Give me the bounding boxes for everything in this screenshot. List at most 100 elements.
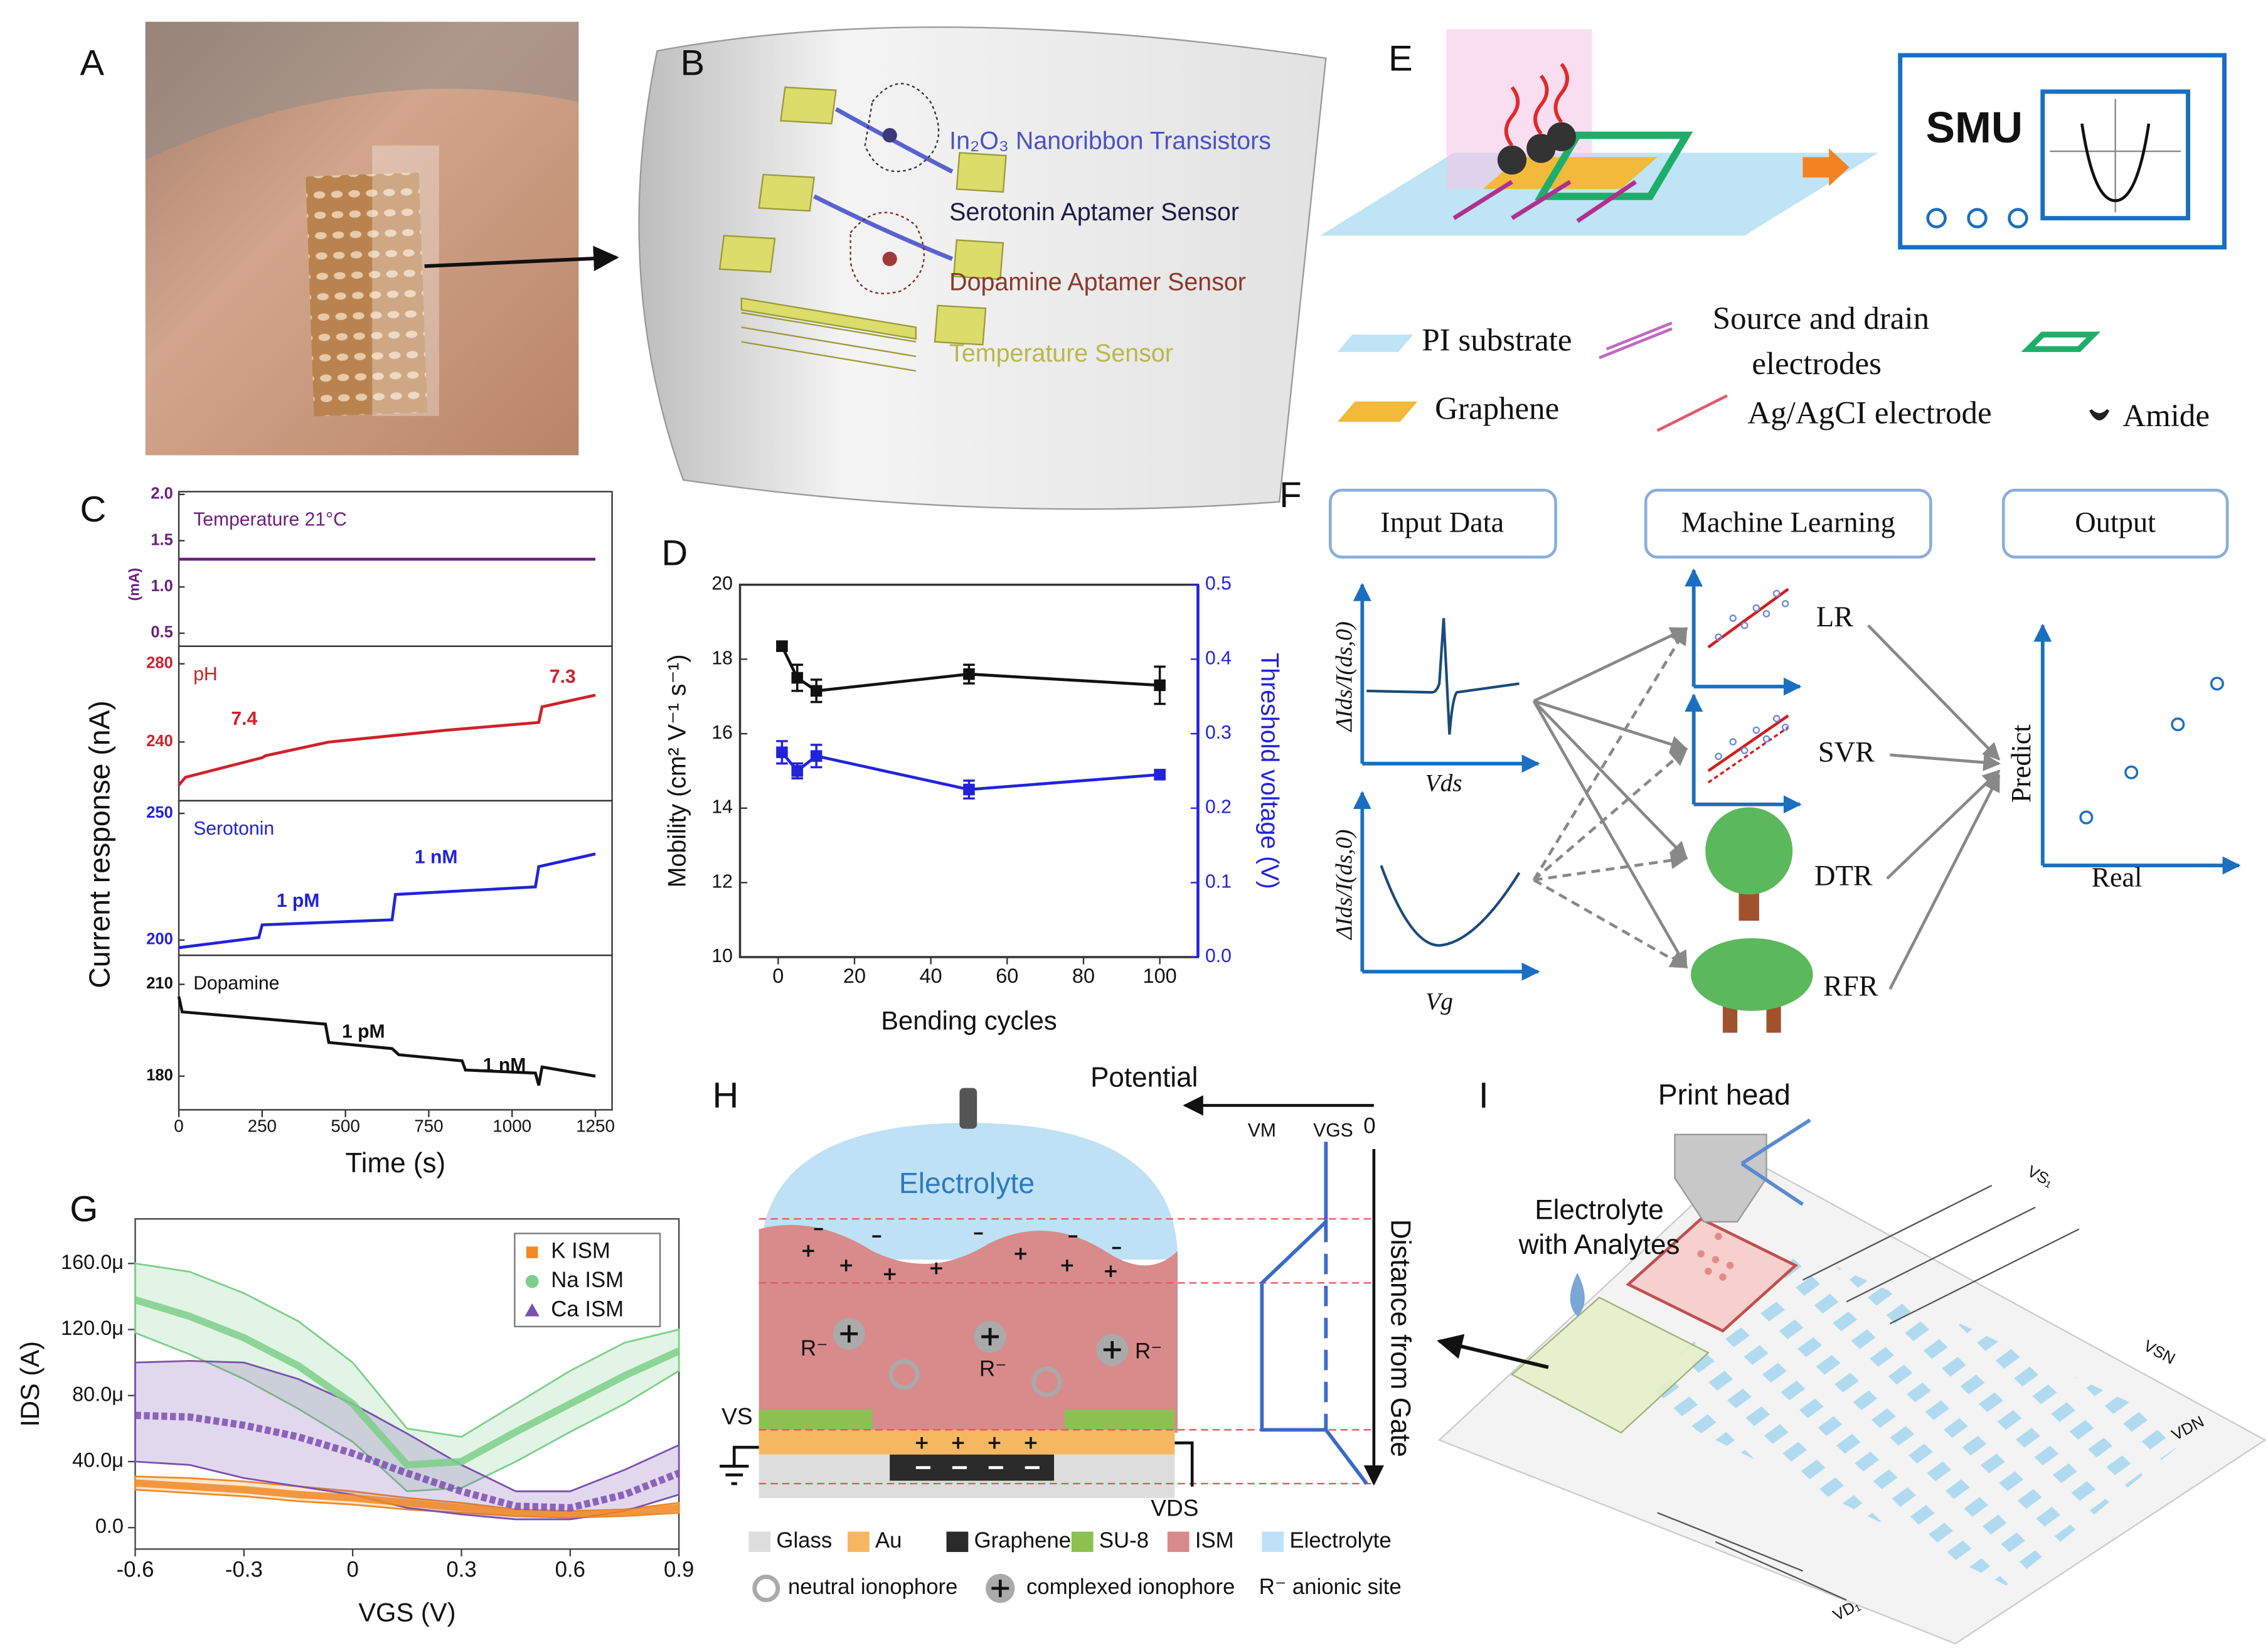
legend-text: R⁻ anionic site <box>1259 1575 1402 1599</box>
panel-a-photo-part <box>145 21 579 160</box>
panel-f-diagram-part <box>1886 769 2001 880</box>
axis-label: ΔIds/I(ds,0) <box>1331 621 1357 732</box>
panel-f-diagram-part <box>1762 735 1770 743</box>
panel-h-diagram-part <box>946 1531 969 1553</box>
axis-label: Distance from Gate <box>1385 1219 1416 1457</box>
panel-f-diagram-part <box>1729 738 1737 746</box>
panel-i-diagram-part <box>1715 1233 1722 1240</box>
model-label: LR <box>1816 601 1853 633</box>
model-label: DTR <box>1814 860 1873 892</box>
panel-f-diagram-part <box>1533 879 1688 969</box>
box-label: Machine Learning <box>1681 506 1895 538</box>
panel-e-diagram-part <box>1547 122 1576 152</box>
panel-b-diagram-part <box>934 304 987 346</box>
panel-f-diagram-part <box>1752 726 1760 734</box>
y-tick-label: 2.0 <box>151 485 173 503</box>
callout: Dopamine Aptamer Sensor <box>949 268 1246 296</box>
x-tick-label: 100 <box>1143 965 1177 987</box>
panel-h-diagram-part <box>1071 1531 1094 1553</box>
panel-f-diagram-part <box>1762 610 1770 618</box>
panel-e-diagram-part <box>2089 409 2110 420</box>
ion-label: R⁻ <box>979 1357 1006 1381</box>
panel-h-diagram-part <box>847 1531 870 1553</box>
annotation: 7.4 <box>231 709 257 729</box>
panel-a-photo-part <box>372 145 439 416</box>
panel-f-diagram-part <box>1715 589 1789 761</box>
panel-f-diagram-part <box>1707 726 1789 784</box>
x-tick-label: 1250 <box>576 1116 615 1136</box>
x-tick-label: 500 <box>331 1116 359 1136</box>
y-tick-label: 1.0 <box>151 577 173 595</box>
y2-tick-label: 0.1 <box>1205 871 1232 892</box>
legend-text: Au <box>875 1529 902 1553</box>
y2-tick-label: 0.3 <box>1205 722 1232 743</box>
panel-f-diagram-part <box>1691 938 1813 1011</box>
panel-h-diagram-part <box>752 1574 780 1602</box>
analyte-label: Electrolyte <box>1535 1194 1663 1225</box>
data-point <box>1154 769 1166 781</box>
data-point <box>810 750 823 762</box>
data-point <box>810 685 823 697</box>
panel-i-diagram-part <box>1674 1133 1767 1223</box>
y-axis-label: Current response (nA) <box>83 700 115 988</box>
y-tick-label: 40.0μ <box>72 1449 124 1472</box>
panel-i-diagram-part <box>1657 1184 2080 1601</box>
model-label: RFR <box>1823 971 1878 1003</box>
x-tick-label: 0 <box>772 965 784 987</box>
panel-f-diagram-part <box>1867 624 2001 761</box>
y2-tick-label: 0.4 <box>1205 648 1232 668</box>
potential-tick: 0 <box>1363 1114 1375 1138</box>
panel-h-diagram-part <box>760 1123 1178 1260</box>
panel-i-diagram-part <box>1437 1334 1549 1369</box>
panel-h-diagram-part <box>720 1445 759 1485</box>
panel-e-diagram-part <box>1926 208 1947 228</box>
y-tick-label: 240 <box>146 732 173 750</box>
error-band <box>134 1475 680 1519</box>
panel-h-diagram-part <box>1262 1531 1284 1553</box>
panel-f-diagram-part <box>1772 715 1781 722</box>
data-line <box>178 693 596 786</box>
data-line <box>134 1296 681 1469</box>
data-point <box>776 746 788 759</box>
data-point <box>1154 679 1166 692</box>
panel-h-diagram-part <box>991 1580 1009 1597</box>
annotation: 7.3 <box>550 666 576 687</box>
panel-h-diagram-part <box>1167 1531 1190 1553</box>
y-tick-label: 80.0μ <box>72 1383 124 1405</box>
box-label: Output <box>2075 506 2156 538</box>
panel-h-diagram-part <box>959 1088 977 1129</box>
x-tick-label: -0.6 <box>117 1558 154 1581</box>
panel-f-diagram-part <box>1533 700 1688 860</box>
data-line <box>177 996 596 1086</box>
panel-f-diagram-part <box>1781 724 1789 731</box>
panel-e-diagram-part <box>2008 208 2028 228</box>
panel-e-diagram-part <box>1967 208 1988 228</box>
x-tick-label: 40 <box>920 965 942 987</box>
y-tick-label: 12 <box>711 871 732 892</box>
y-tick-label: 210 <box>146 975 173 992</box>
legend-marker <box>525 1275 539 1288</box>
plot-frame <box>738 583 1200 958</box>
panel-e-diagram-part <box>1656 394 1728 432</box>
x-tick-label: 20 <box>843 965 866 987</box>
panel-e-diagram-part <box>1452 179 1513 220</box>
panel-f-diagram-part <box>1533 627 1688 703</box>
panel-f-diagram-part <box>1644 488 1932 559</box>
legend-text: electrodes <box>1752 346 1882 382</box>
legend-label: K ISM <box>551 1239 610 1263</box>
data-point <box>776 640 788 652</box>
panel-f-diagram-part <box>1890 753 2001 771</box>
axis-label: Predict <box>2006 724 2036 803</box>
panel-a-photo <box>145 21 619 456</box>
x-tick-label: -0.3 <box>225 1558 263 1581</box>
axis-label: ΔIds/I(ds,0) <box>1331 830 1357 941</box>
panel-b-diagram-part <box>882 127 897 143</box>
axis-label: Vds <box>1425 769 1462 797</box>
panel-h-diagram-part <box>1064 1409 1175 1430</box>
panel-label: D <box>661 533 688 574</box>
potential-tick: VM <box>1248 1120 1276 1141</box>
y-axis-label: Mobility (cm² V⁻¹ s⁻¹) <box>664 654 691 887</box>
panel-label: H <box>712 1076 738 1116</box>
terminal: VDS <box>1151 1495 1198 1521</box>
ion-label: R⁻ <box>801 1337 828 1361</box>
